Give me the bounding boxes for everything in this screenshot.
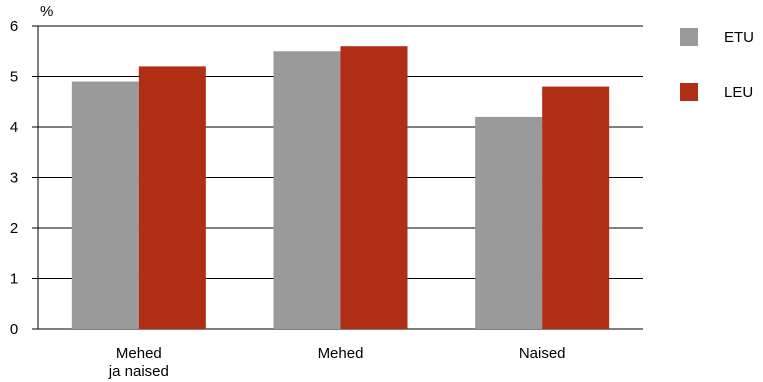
bar-leu-1 [340, 46, 408, 329]
x-tick-label-0-line2: ja naised [108, 363, 169, 380]
legend-label-leu: LEU [724, 83, 754, 101]
y-tick-label-3: 3 [10, 170, 18, 187]
x-tick-label-0: Mehed [116, 345, 162, 362]
y-tick-label-5: 5 [10, 69, 18, 86]
legend-label-etu: ETU [724, 28, 754, 46]
bar-leu-0 [138, 66, 206, 330]
x-tick-label-1: Mehed [318, 345, 364, 362]
y-tick-label-1: 1 [10, 271, 18, 288]
y-axis-label: % [40, 3, 53, 20]
y-tick-label-4: 4 [10, 119, 18, 136]
legend-swatch-leu [680, 83, 698, 101]
legend-item-etu: ETU [680, 28, 754, 46]
bar-etu-0 [71, 81, 139, 329]
y-tick-label-2: 2 [10, 220, 18, 237]
legend-item-leu: LEU [680, 83, 753, 101]
bar-etu-1 [273, 51, 341, 329]
bar-etu-2 [475, 116, 543, 330]
legend-swatch-etu [680, 28, 698, 46]
y-tick-label-6: 6 [10, 18, 18, 35]
y-tick-label-0: 0 [10, 321, 18, 338]
x-tick-label-2: Naised [519, 345, 566, 362]
bar-leu-2 [542, 86, 610, 329]
